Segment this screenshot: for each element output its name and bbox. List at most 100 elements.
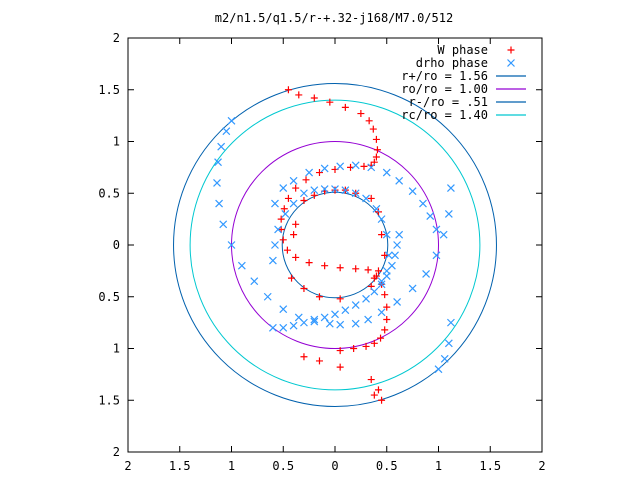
legend-label: r-/ro = .51 <box>409 95 488 109</box>
data-point <box>393 241 402 249</box>
data-point <box>280 205 288 213</box>
data-point <box>350 345 358 352</box>
data-point <box>217 142 226 151</box>
data-point <box>393 298 402 306</box>
y-tick-label: 0 <box>113 238 120 252</box>
data-point <box>336 363 344 371</box>
x-tick-label: 0 <box>331 459 338 473</box>
y-tick-label: 1.5 <box>98 393 120 407</box>
data-point <box>383 303 391 311</box>
data-point <box>305 168 314 177</box>
data-point <box>336 347 344 355</box>
legend-label: r+/ro = 1.56 <box>401 69 488 83</box>
data-point <box>367 194 375 202</box>
x-tick-label: 1 <box>228 459 235 473</box>
data-point <box>300 353 308 361</box>
data-point <box>364 315 373 324</box>
y-tick-label: 2 <box>113 31 120 45</box>
data-point <box>426 212 435 220</box>
series-w-phase <box>277 86 391 404</box>
data-point <box>237 261 246 270</box>
radius-circle <box>281 191 389 299</box>
data-point <box>336 295 344 303</box>
data-point <box>381 326 389 334</box>
data-point <box>336 264 344 272</box>
data-point <box>382 168 391 177</box>
data-point <box>279 184 288 192</box>
data-point <box>310 191 318 199</box>
data-point <box>300 284 308 292</box>
data-point <box>320 185 329 194</box>
data-point <box>357 110 365 118</box>
x-tick-label: 1 <box>435 459 442 473</box>
data-point <box>310 186 319 195</box>
data-point <box>250 277 259 286</box>
data-point <box>408 187 417 196</box>
data-point <box>351 319 360 328</box>
y-tick-label: 2 <box>113 445 120 459</box>
data-point <box>300 196 308 204</box>
data-point <box>434 365 443 374</box>
data-point <box>321 262 329 270</box>
data-point <box>372 135 380 143</box>
data-point <box>352 265 360 273</box>
circles <box>173 83 497 407</box>
data-point <box>360 162 368 170</box>
data-point <box>279 323 288 332</box>
data-point <box>446 318 455 327</box>
data-point <box>310 317 319 326</box>
data-point <box>292 220 300 228</box>
data-point <box>341 306 350 315</box>
legend-label: drho phase <box>416 56 488 70</box>
data-point <box>283 246 291 254</box>
data-point <box>372 153 380 161</box>
data-point <box>395 230 404 239</box>
data-point <box>268 256 277 265</box>
data-point <box>305 259 313 267</box>
data-point <box>383 316 391 324</box>
data-point <box>341 186 350 195</box>
data-point <box>370 339 378 347</box>
data-point <box>213 178 221 187</box>
data-point <box>422 270 431 278</box>
data-point <box>370 274 378 282</box>
data-point <box>277 215 285 223</box>
data-point <box>444 339 453 348</box>
data-point <box>227 116 236 125</box>
data-point <box>295 91 303 99</box>
data-point <box>377 280 386 289</box>
data-point <box>279 236 287 244</box>
x-tick-label: 1.5 <box>169 459 191 473</box>
series-drho-phase <box>213 116 455 374</box>
data-point <box>292 253 300 261</box>
data-point <box>370 287 379 296</box>
data-point <box>351 189 360 198</box>
data-point <box>395 176 404 185</box>
data-point <box>310 315 319 324</box>
data-point <box>382 230 391 239</box>
x-tick-label: 1.5 <box>479 459 501 473</box>
data-point <box>432 225 441 234</box>
data-point <box>227 241 236 249</box>
data-point <box>351 301 360 309</box>
legend-label: ro/ro = 1.00 <box>401 82 488 96</box>
series-layer <box>213 86 455 404</box>
data-point <box>263 292 272 301</box>
data-point <box>370 391 378 399</box>
data-point <box>320 164 329 173</box>
data-point <box>439 230 448 239</box>
data-point <box>440 354 449 363</box>
data-point <box>362 342 370 350</box>
data-point <box>362 194 370 203</box>
data-point <box>377 277 386 286</box>
data-point <box>378 396 386 404</box>
data-point <box>279 305 288 314</box>
data-point <box>331 186 339 194</box>
data-point <box>289 176 298 185</box>
data-point <box>219 220 228 229</box>
data-point <box>341 103 349 111</box>
data-point <box>336 320 345 329</box>
legend-sample <box>507 46 515 54</box>
y-tick-label: 0.5 <box>98 186 120 200</box>
